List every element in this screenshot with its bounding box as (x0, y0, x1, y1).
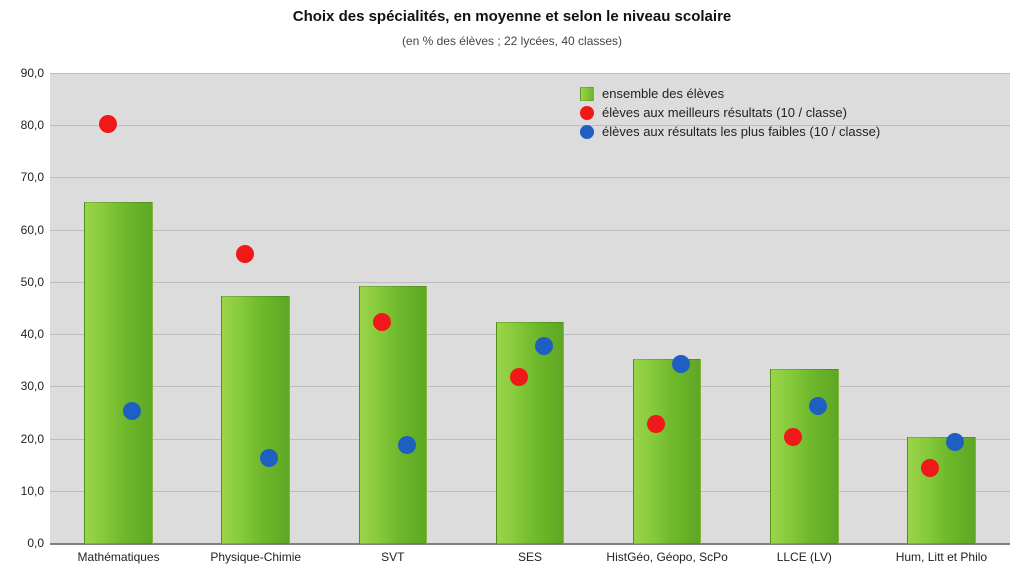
x-category-label: Mathématiques (50, 550, 187, 564)
x-category-label: SES (461, 550, 598, 564)
data-point (398, 436, 416, 454)
data-point (784, 428, 802, 446)
data-point (123, 402, 141, 420)
legend-label: élèves aux résultats les plus faibles (1… (602, 124, 880, 139)
legend: ensemble des élèves élèves aux meilleurs … (580, 82, 880, 143)
data-point (921, 459, 939, 477)
y-tick-label: 70,0 (0, 170, 44, 184)
legend-swatch-dot (580, 125, 594, 139)
legend-item: élèves aux résultats les plus faibles (1… (580, 124, 880, 139)
y-tick-label: 60,0 (0, 223, 44, 237)
bar (496, 322, 565, 544)
y-tick-label: 20,0 (0, 432, 44, 446)
data-point (373, 313, 391, 331)
bar (84, 202, 153, 544)
plot-area (50, 74, 1010, 544)
data-point (535, 337, 553, 355)
y-tick-label: 30,0 (0, 379, 44, 393)
gridline (50, 73, 1010, 74)
data-point (672, 355, 690, 373)
legend-label: élèves aux meilleurs résultats (10 / cla… (602, 105, 847, 120)
legend-item: élèves aux meilleurs résultats (10 / cla… (580, 105, 880, 120)
x-category-label: Hum, Litt et Philo (873, 550, 1010, 564)
legend-swatch-bar (580, 87, 594, 101)
legend-item: ensemble des élèves (580, 86, 880, 101)
x-category-label: HistGéo, Géopo, ScPo (599, 550, 736, 564)
data-point (809, 397, 827, 415)
data-point (99, 115, 117, 133)
data-point (647, 415, 665, 433)
bar (359, 286, 428, 545)
chart-container: Choix des spécialités, en moyenne et sel… (0, 0, 1024, 578)
data-point (946, 433, 964, 451)
y-tick-label: 10,0 (0, 484, 44, 498)
y-tick-label: 50,0 (0, 275, 44, 289)
data-point (236, 245, 254, 263)
x-category-label: Physique-Chimie (187, 550, 324, 564)
bar (221, 296, 290, 544)
legend-swatch-dot (580, 106, 594, 120)
x-category-label: SVT (324, 550, 461, 564)
y-tick-label: 90,0 (0, 66, 44, 80)
gridline (50, 177, 1010, 178)
y-tick-label: 0,0 (0, 536, 44, 550)
chart-title: Choix des spécialités, en moyenne et sel… (0, 8, 1024, 25)
y-tick-label: 80,0 (0, 118, 44, 132)
gridline (50, 230, 1010, 231)
gridline (50, 282, 1010, 283)
chart-subtitle: (en % des élèves ; 22 lycées, 40 classes… (0, 34, 1024, 48)
bar (633, 359, 702, 544)
x-category-label: LLCE (LV) (736, 550, 873, 564)
y-tick-label: 40,0 (0, 327, 44, 341)
bar (770, 369, 839, 544)
data-point (510, 368, 528, 386)
data-point (260, 449, 278, 467)
legend-label: ensemble des élèves (602, 86, 724, 101)
bar (907, 437, 976, 544)
